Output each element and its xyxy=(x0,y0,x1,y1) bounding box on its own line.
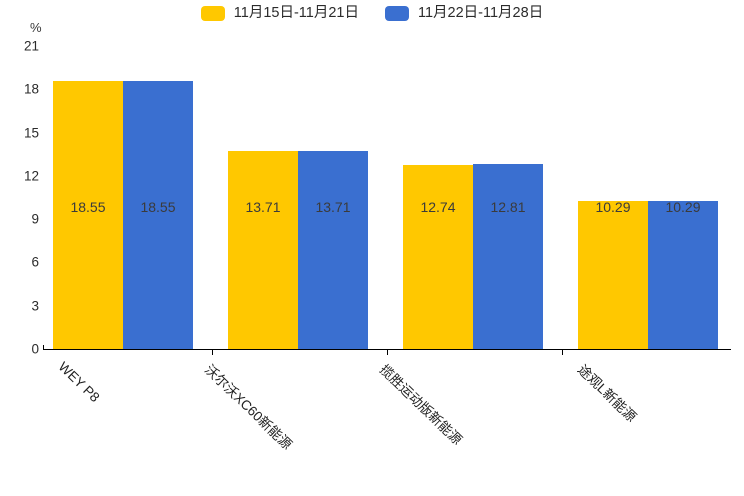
bar-series-2-category-2[interactable]: 12.81 xyxy=(473,164,543,349)
legend-swatch-period-2 xyxy=(385,6,409,21)
y-axis-tick-6: 6 xyxy=(31,254,39,270)
bars-layer: 18.55 18.55 13.71 13.71 12.74 12.81 10.29 10.29 xyxy=(53,81,718,349)
y-axis-tick-15: 15 xyxy=(23,125,39,141)
y-axis-unit-label: % xyxy=(30,20,42,35)
bar-value-label: 18.55 xyxy=(70,199,106,215)
bar-value-label: 12.81 xyxy=(490,199,526,215)
bar-value-label: 10.29 xyxy=(665,199,701,216)
bar-value-label: 13.71 xyxy=(245,199,281,215)
bar-value-label: 13.71 xyxy=(315,199,351,215)
legend-label-period-2: 11月22日-11月28日 xyxy=(418,5,544,22)
bar-series-2-category-1[interactable]: 13.71 xyxy=(298,151,368,349)
y-axis-tick-9: 9 xyxy=(31,211,39,227)
chart-legend: 11月15日-11月21日 11月22日-11月28日 xyxy=(0,6,744,21)
x-axis-tick-1 xyxy=(387,349,389,355)
x-axis-category-label-2: 揽胜运动版新能源 xyxy=(376,361,465,448)
bar-value-label: 10.29 xyxy=(595,199,631,216)
legend-item-period-1[interactable]: 11月15日-11月21日 xyxy=(200,5,359,22)
y-axis-tick-12: 12 xyxy=(23,168,39,184)
y-axis-line xyxy=(43,345,45,350)
x-axis-category-label-1: 沃尔沃XC60新能源 xyxy=(201,361,295,453)
x-axis-tick-0 xyxy=(212,349,214,355)
bar-series-1-category-2[interactable]: 12.74 xyxy=(403,165,473,349)
legend-label-period-1: 11月15日-11月21日 xyxy=(233,5,359,22)
y-axis-tick-18: 18 xyxy=(23,81,39,97)
bar-series-1-category-0[interactable]: 18.55 xyxy=(53,81,123,349)
bar-series-1-category-3[interactable]: 10.29 xyxy=(578,199,648,349)
x-axis-category-label-0: WEY P8 xyxy=(55,359,103,406)
bar-series-2-category-0[interactable]: 18.55 xyxy=(123,81,193,349)
y-axis-tick-21: 21 xyxy=(23,38,39,54)
y-axis-tick-0: 0 xyxy=(31,341,39,357)
bar-value-label: 12.74 xyxy=(420,199,456,215)
bar-value-label: 18.55 xyxy=(140,199,176,215)
x-axis-category-label-3: 途观L新能源 xyxy=(574,361,640,425)
y-axis-tick-labels: 0 3 6 9 12 15 18 21 xyxy=(0,0,39,496)
bar-series-2-category-3[interactable]: 10.29 xyxy=(648,199,718,349)
bar-series-1-category-1[interactable]: 13.71 xyxy=(228,151,298,349)
legend-swatch-period-1 xyxy=(200,6,225,21)
x-axis-tick-2 xyxy=(562,349,564,355)
legend-item-period-2[interactable]: 11月22日-11月28日 xyxy=(385,6,543,21)
y-axis-tick-3: 3 xyxy=(31,298,39,314)
